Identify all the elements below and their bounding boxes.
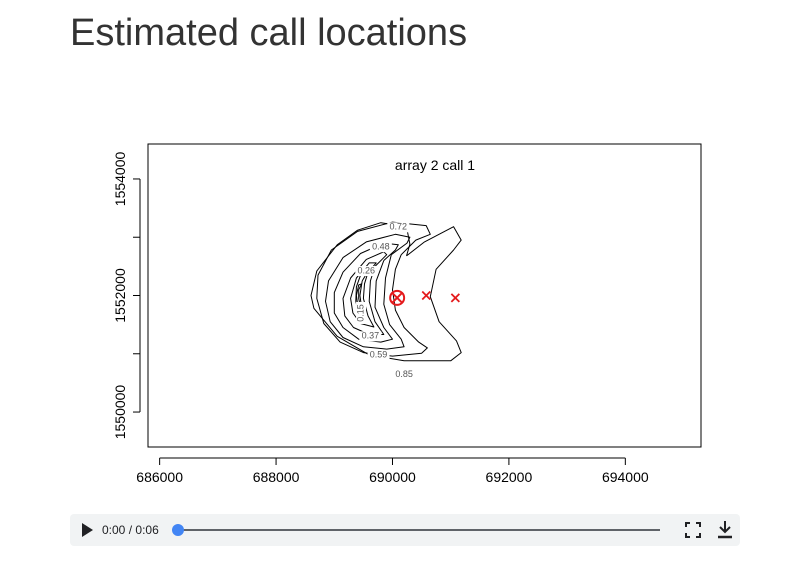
x-tick-label: 686000 bbox=[136, 469, 183, 485]
x-tick-label: 692000 bbox=[486, 469, 533, 485]
contour-label-bg bbox=[369, 242, 392, 253]
x-tick-label: 694000 bbox=[602, 469, 649, 485]
chart-title: array 2 call 1 bbox=[395, 157, 475, 173]
play-icon[interactable] bbox=[78, 521, 96, 539]
mic-cross-stroke bbox=[450, 293, 460, 303]
duration: 0:06 bbox=[135, 523, 159, 537]
contour-label-bg bbox=[367, 349, 390, 360]
estimate-cross-stroke bbox=[391, 292, 403, 304]
location-markers bbox=[389, 289, 460, 306]
y-tick-label: 1554000 bbox=[112, 152, 128, 207]
seek-bar[interactable] bbox=[172, 524, 660, 536]
contour-label: 0.48 bbox=[372, 242, 390, 252]
x-axis: 686000 688000 690000 692000 694000 bbox=[136, 457, 649, 485]
contour-label-bg bbox=[355, 266, 378, 277]
microphone-marker bbox=[450, 293, 460, 303]
contour-label-bg bbox=[356, 301, 367, 324]
contour-line bbox=[316, 221, 431, 357]
contour-label: 0.37 bbox=[362, 331, 380, 341]
time-separator: / bbox=[128, 523, 133, 537]
audio-player: 0:00 / 0:06 bbox=[70, 514, 740, 546]
microphone-marker bbox=[421, 290, 431, 301]
y-tick-label: 1550000 bbox=[112, 385, 128, 440]
contour-label: 0.15 bbox=[355, 304, 365, 322]
current-time: 0:00 bbox=[102, 523, 126, 537]
contour-label: 0.59 bbox=[370, 349, 388, 359]
y-tick-label: 1552000 bbox=[112, 268, 128, 323]
plot-frame bbox=[147, 143, 702, 448]
contour-line bbox=[325, 233, 411, 350]
page-title: Estimated call locations bbox=[70, 12, 468, 54]
contour-label: 0.26 bbox=[358, 265, 376, 275]
contour-label: 0.85 bbox=[395, 369, 413, 379]
fullscreen-icon[interactable] bbox=[684, 521, 702, 539]
contour-line bbox=[342, 251, 388, 335]
contour-label: 0.72 bbox=[390, 222, 408, 232]
time-display: 0:00 / 0:06 bbox=[102, 523, 159, 537]
contour-label-bg bbox=[387, 222, 410, 233]
x-tick-label: 690000 bbox=[369, 469, 416, 485]
contour-line bbox=[333, 242, 399, 343]
estimated-location-marker bbox=[389, 289, 406, 306]
download-icon[interactable] bbox=[716, 520, 734, 540]
seek-handle[interactable] bbox=[172, 524, 184, 536]
contour-line bbox=[355, 283, 363, 308]
estimate-circle bbox=[389, 289, 406, 306]
mic-cross-stroke bbox=[421, 290, 431, 301]
x-tick-label: 688000 bbox=[253, 469, 300, 485]
contour-plot: array 2 call 1 686000 688000 690000 692000 6… bbox=[112, 143, 702, 485]
contour-label-bg bbox=[393, 369, 416, 380]
contour-labels: 0.720.48 0.26 0.15 0.37 0.59 0.85 bbox=[355, 222, 416, 380]
y-axis: 1550000 1552000 1554000 bbox=[112, 152, 141, 440]
contour-line bbox=[310, 222, 462, 362]
contour-label-bg bbox=[359, 331, 382, 342]
